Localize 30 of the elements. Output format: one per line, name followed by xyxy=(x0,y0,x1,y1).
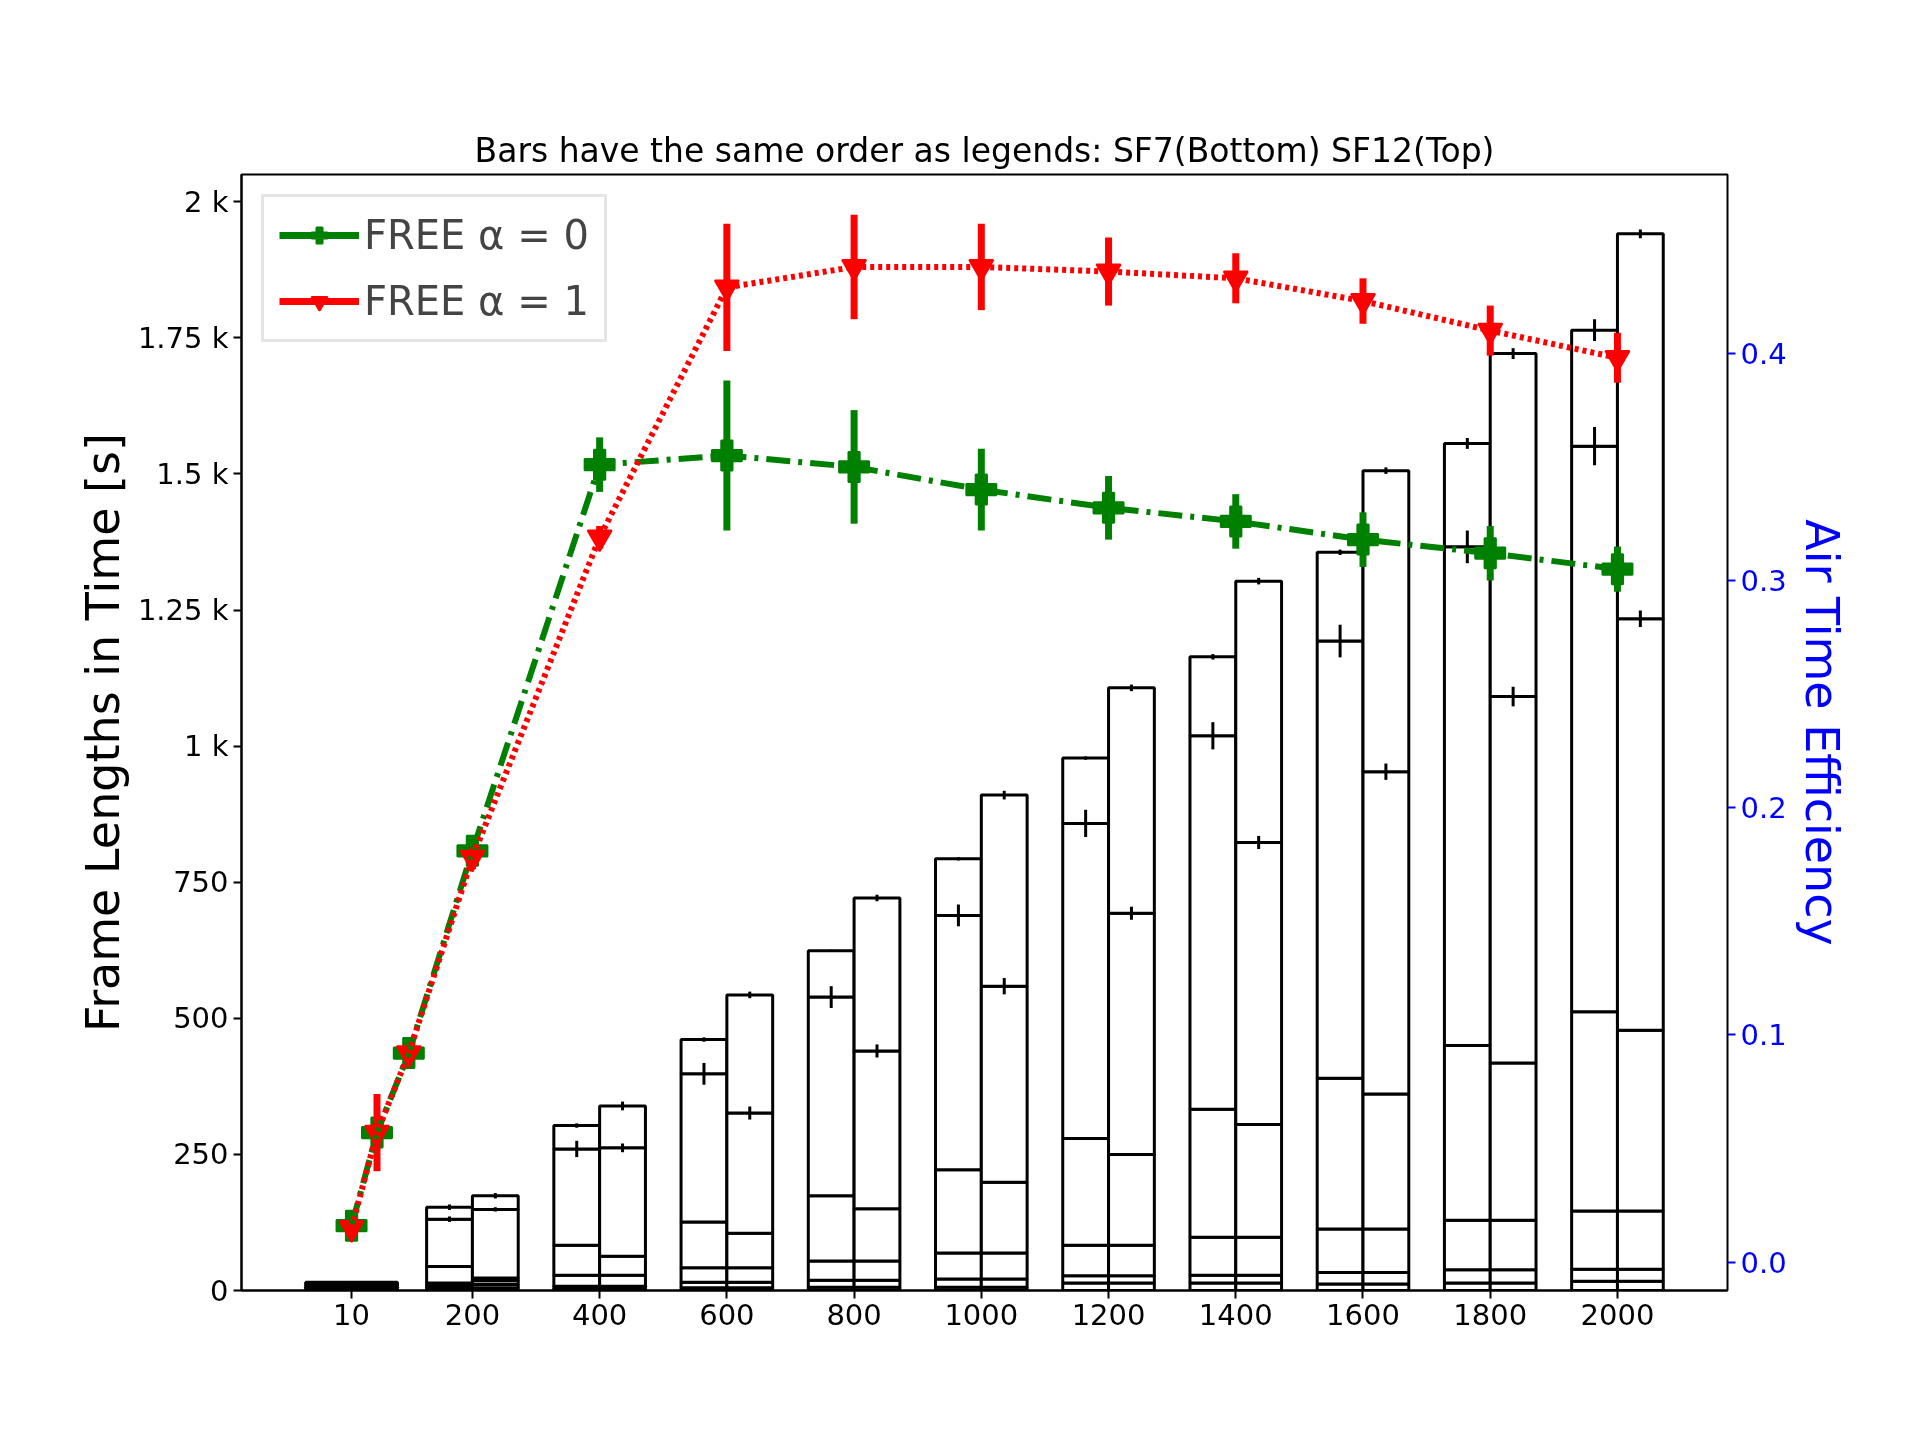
x-tick-label: 10 xyxy=(333,1297,371,1332)
y-tick-label: 500 xyxy=(173,1001,229,1036)
y-tick-label: 250 xyxy=(173,1137,229,1172)
x-tick-label: 800 xyxy=(826,1297,882,1332)
y2-tick-label: 0.3 xyxy=(1740,564,1787,598)
y-tick-label: 1.25 k xyxy=(137,593,229,628)
y-tick-label: 1 k xyxy=(184,729,229,764)
x-tick-label: 200 xyxy=(444,1297,501,1332)
x-tick-label: 1800 xyxy=(1453,1297,1528,1332)
y2-tick-label: 0.1 xyxy=(1740,1018,1787,1053)
chart-title: Bars have the same order as legends: SF7(Bottom) SF12(Top) xyxy=(474,130,1495,170)
y-tick-label: 750 xyxy=(173,865,229,900)
y-tick-label: 1.5 k xyxy=(156,456,229,491)
y-tick-label: 1.75 k xyxy=(137,320,229,355)
legend-label: FREE α = 1 xyxy=(364,278,589,324)
x-tick-label: 400 xyxy=(571,1297,628,1332)
y-tick-label: 0 xyxy=(210,1273,229,1308)
y-axis-title: Frame Lengths in Time [s] xyxy=(75,433,130,1032)
y2-tick-label: 0.0 xyxy=(1740,1245,1787,1280)
legend-label: FREE α = 0 xyxy=(364,212,589,258)
x-tick-label: 1600 xyxy=(1326,1297,1400,1332)
x-tick-label: 2000 xyxy=(1580,1297,1655,1332)
x-tick-label: 1000 xyxy=(944,1297,1019,1332)
x-tick-label: 600 xyxy=(699,1297,755,1332)
x-tick-label: 1400 xyxy=(1198,1297,1273,1332)
y2-tick-label: 0.2 xyxy=(1740,791,1787,826)
y-tick-label: 2 k xyxy=(184,184,229,219)
y2-tick-label: 0.4 xyxy=(1740,336,1787,371)
y2-axis-title: Air Time Efficiency xyxy=(1794,519,1849,946)
x-tick-label: 1200 xyxy=(1071,1297,1146,1332)
